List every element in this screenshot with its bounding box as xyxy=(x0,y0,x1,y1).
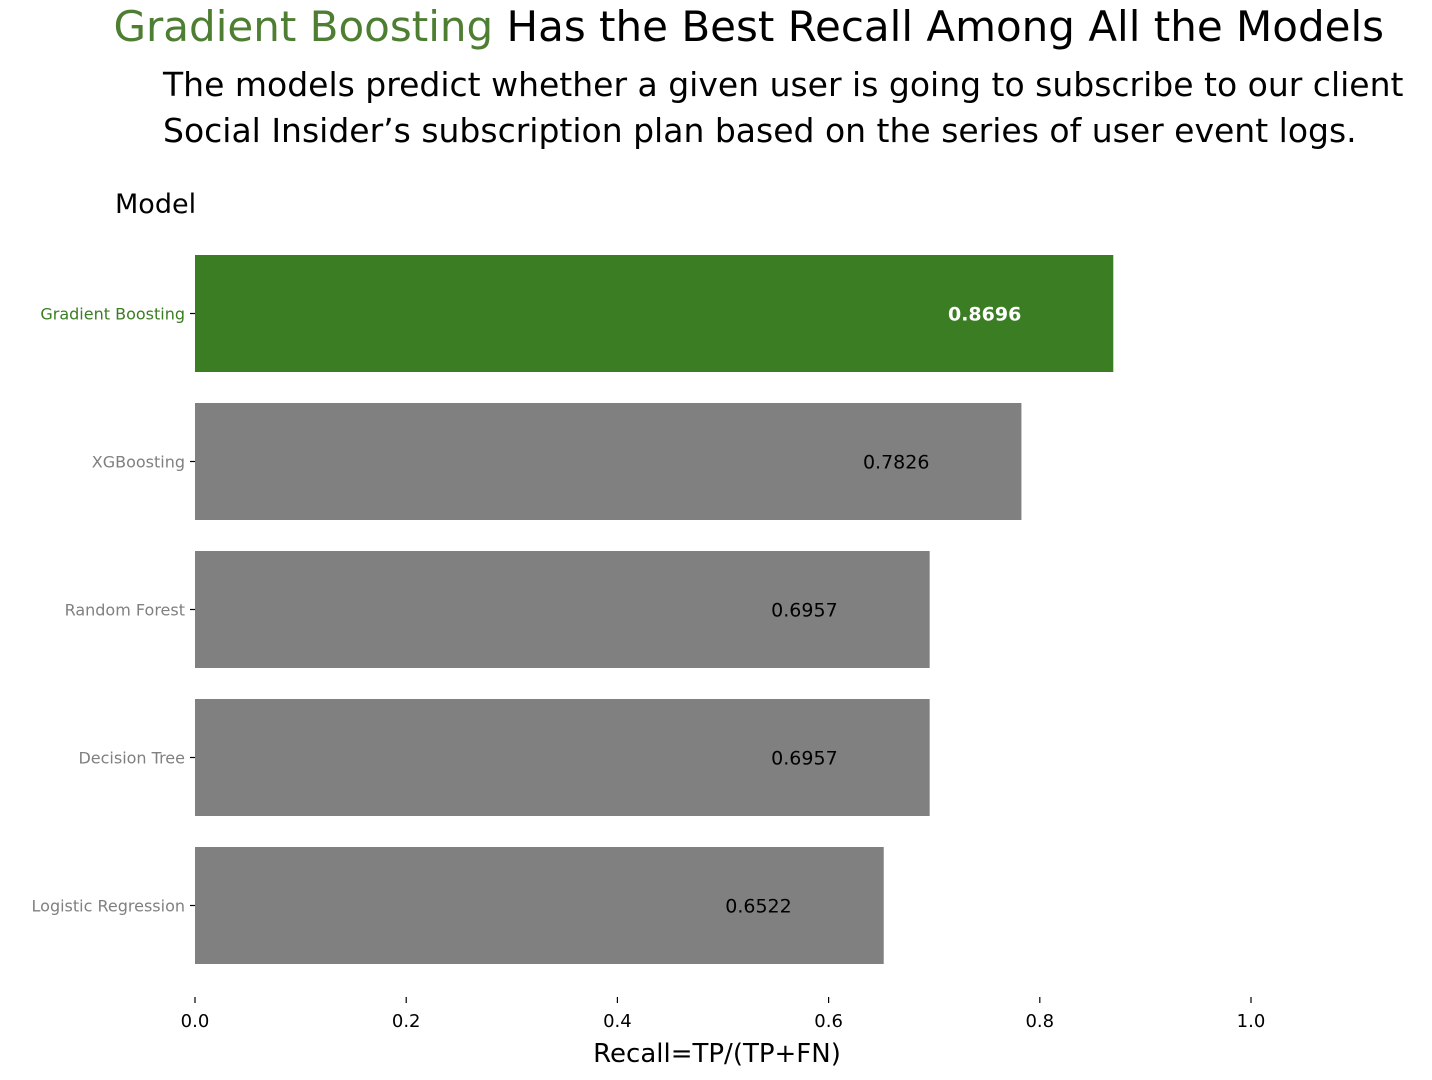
x-axis-label: Recall=TP/(TP+FN) xyxy=(593,1039,841,1069)
value-label-random-forest: 0.6957 xyxy=(771,600,837,622)
y-tick-label-gradient-boosting: Gradient Boosting xyxy=(40,305,185,324)
bars-group: Gradient Boosting 0.8696 XGBoosting 0.7826 R… xyxy=(32,255,1114,964)
x-tick-label: 0.0 xyxy=(181,1011,210,1032)
y-tick-label-random-forest: Random Forest xyxy=(65,601,185,620)
chart-title: Gradient Boosting Has the Best Recall Am… xyxy=(0,0,1432,54)
bar-logistic-regression xyxy=(195,847,884,964)
value-label-decision-tree: 0.6957 xyxy=(771,748,837,770)
x-tick-label: 0.4 xyxy=(603,1011,632,1032)
chart-title-highlight: Gradient Boosting xyxy=(113,2,494,51)
y-tick-label-xgboosting: XGBoosting xyxy=(92,453,185,472)
value-label-xgboosting: 0.7826 xyxy=(863,452,929,474)
bar-xgboosting xyxy=(195,403,1022,520)
y-tick-label-decision-tree: Decision Tree xyxy=(78,749,185,768)
chart-subtitle-line-1: The models predict whether a given user … xyxy=(163,65,1404,104)
y-axis-label: Model xyxy=(115,189,196,220)
chart-subtitle-line-2: Social Insider’s subscription plan based… xyxy=(163,111,1357,150)
x-tick-label: 1.0 xyxy=(1237,1011,1266,1032)
chart-title-rest: Has the Best Recall Among All the Models xyxy=(493,2,1385,51)
x-tick-label: 0.6 xyxy=(814,1011,843,1032)
x-tick-label: 0.8 xyxy=(1025,1011,1054,1032)
y-tick-label-logistic-regression: Logistic Regression xyxy=(32,897,185,916)
bar-gradient-boosting xyxy=(195,255,1114,372)
chart-subtitle: The models predict whether a given user … xyxy=(163,62,1403,154)
x-tick-label: 0.2 xyxy=(392,1011,421,1032)
x-axis-ticks: 0.0 0.2 0.4 0.6 0.8 1.0 xyxy=(181,997,1266,1032)
value-label-logistic-regression: 0.6522 xyxy=(725,896,791,918)
value-label-gradient-boosting: 0.8696 xyxy=(948,304,1021,326)
bar-random-forest xyxy=(195,551,930,668)
bar-decision-tree xyxy=(195,699,930,816)
